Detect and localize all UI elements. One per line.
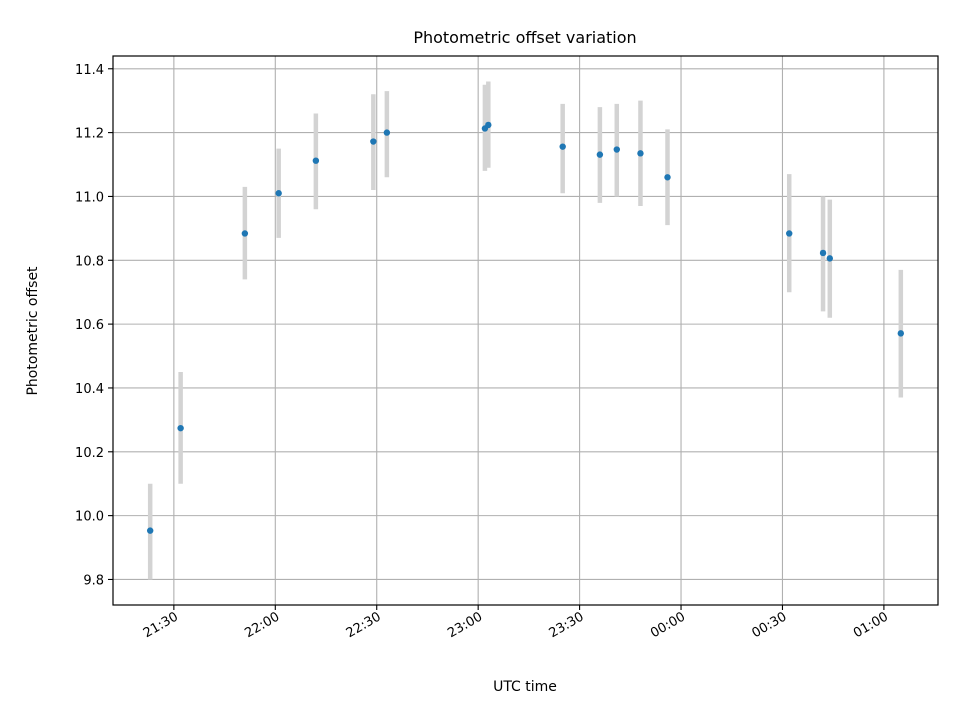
- y-tick-label: 11.4: [75, 63, 104, 78]
- data-point: [383, 129, 391, 136]
- data-point: [613, 146, 620, 153]
- data-point: [146, 527, 154, 534]
- plot-frame: [112, 55, 939, 606]
- data-point: [664, 174, 671, 181]
- point-layer: [146, 121, 905, 534]
- y-tick-label: 11.2: [75, 127, 104, 142]
- data-point: [370, 138, 377, 145]
- data-point: [897, 330, 905, 337]
- y-tick-label: 11.0: [75, 190, 104, 205]
- data-point: [637, 150, 644, 157]
- data-point: [819, 249, 827, 257]
- y-axis-label: Photometric offset: [25, 266, 41, 396]
- y-tick-label: 10.2: [75, 446, 104, 461]
- data-point: [275, 190, 282, 197]
- y-tick-label: 10.0: [75, 510, 104, 525]
- x-axis-label: UTC time: [493, 679, 557, 695]
- data-point: [559, 143, 566, 150]
- y-tick-label: 10.6: [75, 318, 104, 333]
- data-point: [786, 230, 793, 237]
- data-point: [596, 151, 604, 158]
- y-tick-label: 10.4: [75, 382, 104, 397]
- data-point: [241, 230, 249, 237]
- chart-title: Photometric offset variation: [413, 28, 636, 47]
- data-point: [485, 121, 492, 129]
- data-point: [312, 157, 320, 164]
- y-tick-label: 9.8: [83, 573, 104, 588]
- y-tick-label: 10.8: [75, 254, 104, 269]
- grid-layer: [113, 56, 938, 605]
- data-point: [826, 255, 834, 262]
- data-point: [177, 424, 184, 432]
